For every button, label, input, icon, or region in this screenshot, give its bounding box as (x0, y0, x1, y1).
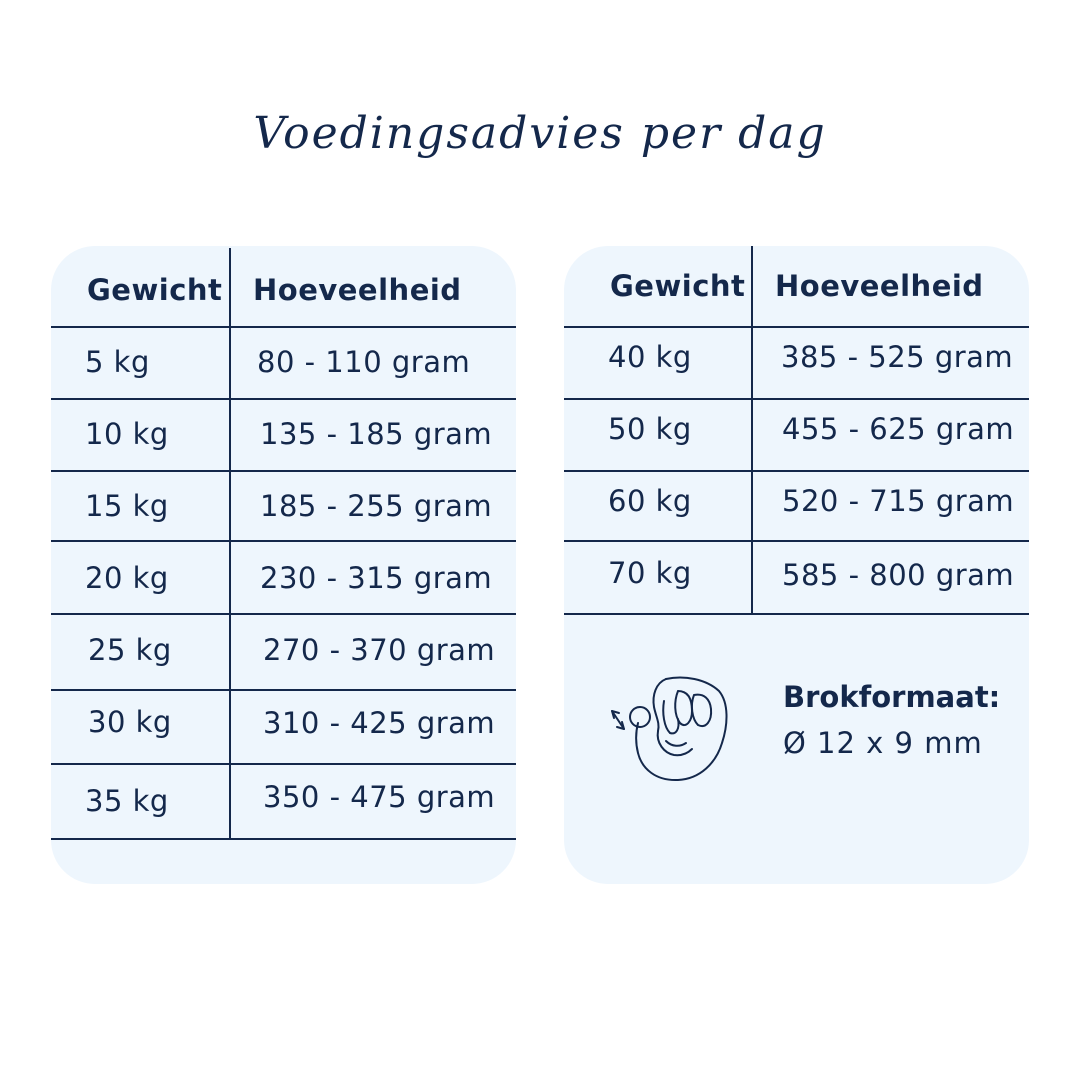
table-cell-weight: 50 kg (608, 412, 692, 446)
row-divider (51, 763, 516, 765)
row-divider (51, 613, 516, 615)
column-header-amount: Hoeveelheid (253, 273, 462, 307)
row-divider (564, 398, 1029, 400)
column-header-weight: Gewicht (610, 269, 746, 303)
table-cell-amount: 520 - 715 gram (782, 484, 1015, 518)
row-divider (51, 540, 516, 542)
column-header-amount: Hoeveelheid (775, 269, 984, 303)
row-divider (51, 689, 516, 691)
row-divider (564, 540, 1029, 542)
kibble-size-value: Ø 12 x 9 mm (783, 726, 983, 760)
table-cell-weight: 15 kg (85, 489, 169, 523)
column-header-weight: Gewicht (87, 273, 223, 307)
table-cell-amount: 310 - 425 gram (263, 706, 496, 740)
column-divider (751, 246, 753, 614)
table-cell-weight: 70 kg (608, 556, 692, 590)
table-cell-weight: 35 kg (85, 784, 169, 818)
table-cell-weight: 30 kg (88, 705, 172, 739)
table-cell-weight: 40 kg (608, 340, 692, 374)
hand-holding-kibble-icon (611, 676, 728, 782)
row-divider (51, 838, 516, 840)
kibble-size-label: Brokformaat: (783, 680, 1001, 714)
feeding-table-right: Gewicht Hoeveelheid 40 kg 385 - 525 gram… (564, 246, 1029, 884)
row-divider (564, 613, 1029, 615)
table-cell-weight: 25 kg (88, 633, 172, 667)
column-divider (229, 248, 231, 840)
table-cell-amount: 135 - 185 gram (260, 417, 493, 451)
table-cell-weight: 10 kg (85, 417, 169, 451)
row-divider (51, 398, 516, 400)
table-cell-weight: 5 kg (85, 345, 150, 379)
table-cell-amount: 230 - 315 gram (260, 561, 493, 595)
table-cell-amount: 185 - 255 gram (260, 489, 493, 523)
table-cell-weight: 20 kg (85, 561, 169, 595)
table-cell-amount: 350 - 475 gram (263, 780, 496, 814)
table-cell-amount: 585 - 800 gram (782, 558, 1015, 592)
row-divider (51, 470, 516, 472)
row-divider (564, 326, 1029, 328)
table-cell-amount: 455 - 625 gram (782, 412, 1015, 446)
table-cell-amount: 80 - 110 gram (257, 345, 471, 379)
table-cell-weight: 60 kg (608, 484, 692, 518)
table-cell-amount: 270 - 370 gram (263, 633, 496, 667)
feeding-table-left: Gewicht Hoeveelheid 5 kg 80 - 110 gram 1… (51, 246, 516, 884)
page-title: Voedingsadvies per dag (253, 108, 827, 159)
row-divider (564, 470, 1029, 472)
row-divider (51, 326, 516, 328)
table-cell-amount: 385 - 525 gram (781, 340, 1014, 374)
